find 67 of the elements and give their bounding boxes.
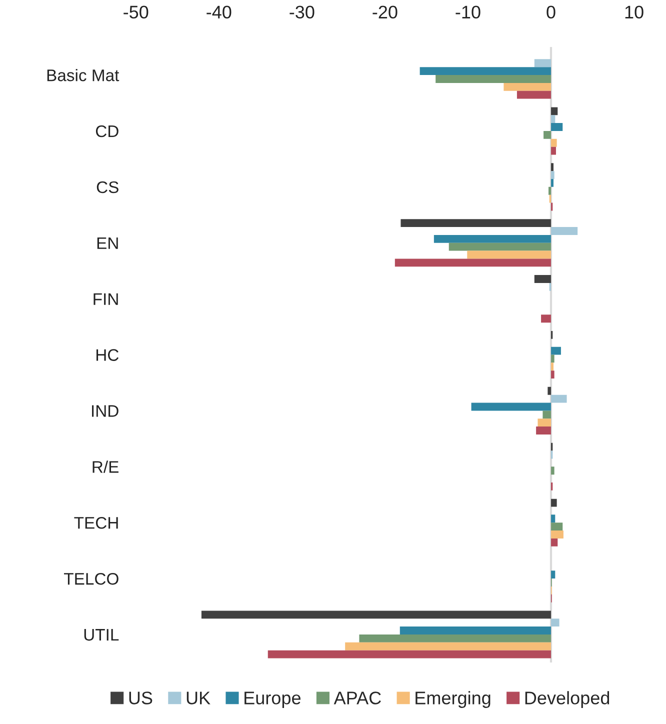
bar bbox=[504, 82, 552, 91]
bar bbox=[551, 514, 556, 523]
legend-label: Developed bbox=[525, 691, 610, 708]
bar bbox=[534, 275, 552, 283]
bar bbox=[201, 610, 552, 619]
bar bbox=[548, 386, 552, 395]
legend-label: APAC bbox=[334, 692, 381, 704]
bar bbox=[548, 186, 552, 195]
legend-label: Europe bbox=[244, 692, 300, 708]
x-tick-label: 10 bbox=[625, 6, 644, 18]
x-tick-label: -40 bbox=[206, 6, 232, 18]
bar bbox=[542, 410, 552, 419]
bar bbox=[345, 642, 552, 650]
y-tick-label: CS bbox=[96, 181, 118, 194]
bar bbox=[551, 346, 561, 355]
bar bbox=[541, 314, 552, 323]
y-tick-label: Basic Mat bbox=[47, 68, 120, 82]
bar bbox=[551, 530, 564, 538]
y-tick-label: TECH bbox=[74, 516, 118, 529]
bar bbox=[551, 570, 556, 579]
y-tick-label: HC bbox=[96, 349, 119, 361]
bar bbox=[551, 107, 558, 116]
y-tick-label: IND bbox=[92, 405, 118, 417]
y-tick-label: R/E bbox=[92, 460, 118, 473]
y-tick-label: TELCO bbox=[64, 572, 118, 585]
bar bbox=[359, 634, 552, 642]
bar bbox=[551, 618, 560, 627]
y-tick-label: CD bbox=[96, 125, 118, 138]
bar bbox=[551, 227, 578, 235]
x-tick-label: -20 bbox=[372, 6, 398, 18]
bar bbox=[534, 59, 552, 68]
y-tick-label: EN bbox=[97, 237, 118, 249]
x-tick-label: -30 bbox=[290, 6, 314, 18]
bar bbox=[551, 466, 554, 475]
bar bbox=[551, 522, 563, 531]
bar bbox=[536, 426, 552, 434]
bar bbox=[551, 146, 556, 155]
bar bbox=[551, 370, 554, 379]
bar bbox=[538, 418, 552, 427]
x-tick-label: 0 bbox=[546, 6, 556, 18]
bar bbox=[268, 650, 552, 658]
bar bbox=[400, 626, 552, 634]
y-tick-label: UTIL bbox=[84, 629, 119, 641]
y-tick-label: FIN bbox=[94, 293, 118, 305]
bar bbox=[516, 90, 552, 99]
bar bbox=[544, 130, 552, 139]
bar bbox=[551, 498, 557, 507]
x-tick-label: -50 bbox=[124, 6, 148, 18]
x-tick-label: -10 bbox=[456, 6, 480, 18]
bar bbox=[400, 219, 552, 228]
bar bbox=[551, 123, 563, 131]
bar bbox=[551, 138, 557, 147]
bar bbox=[448, 242, 552, 251]
bar bbox=[420, 67, 552, 76]
legend-label: UK bbox=[186, 692, 210, 704]
bar bbox=[467, 250, 552, 259]
bar bbox=[434, 234, 552, 243]
bar bbox=[551, 115, 556, 124]
bar bbox=[551, 538, 558, 546]
bar bbox=[394, 258, 552, 267]
bar bbox=[551, 394, 567, 403]
legend-label: Emerging bbox=[416, 691, 490, 708]
bar bbox=[551, 354, 554, 363]
bar bbox=[471, 402, 552, 411]
bar bbox=[551, 171, 554, 179]
bar bbox=[436, 75, 552, 83]
legend-label: US bbox=[129, 692, 152, 704]
